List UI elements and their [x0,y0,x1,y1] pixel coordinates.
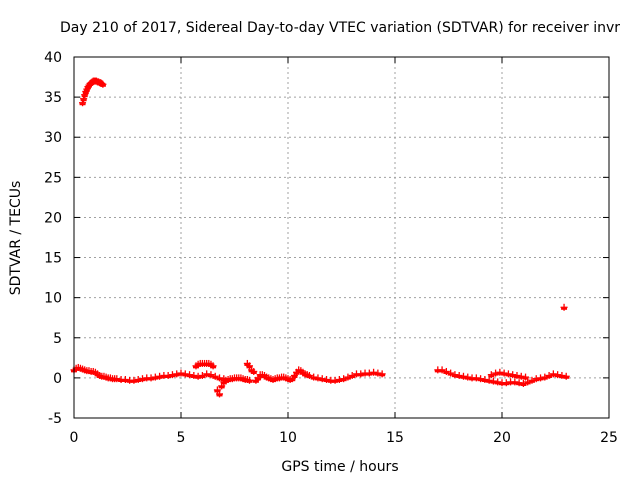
grid-layer [74,57,609,418]
chart-title: Day 210 of 2017, Sidereal Day-to-day VTE… [60,20,620,36]
x-tick-label: 15 [386,430,404,446]
data-point [99,80,107,88]
x-tick-label: 0 [70,430,79,446]
y-axis-label: SDTVAR / TECUs [8,181,24,296]
y-tick-label: 0 [53,371,62,387]
points-layer [70,77,570,398]
x-axis-label: GPS time / hours [281,459,398,475]
data-point [209,362,217,370]
x-tick-label: 20 [493,430,511,446]
y-tick-label: 25 [44,170,62,186]
x-tick-label: 25 [600,430,618,446]
plot-frame [73,56,610,419]
data-point [560,303,568,311]
y-tick-label: -5 [48,411,62,427]
data-point [216,390,224,398]
data-point [378,370,386,378]
y-tick-label: 20 [44,210,62,226]
y-tick-label: 35 [44,90,62,106]
y-tick-label: 30 [44,130,62,146]
ticks-layer: 0 5 10 15 20 25 -5 0 5 10 15 20 25 30 35 40 [44,50,618,446]
data-point [562,372,570,380]
data-point [250,367,258,375]
x-tick-label: 5 [177,430,186,446]
y-tick-label: 15 [44,251,62,267]
x-tick-label: 10 [279,430,297,446]
y-tick-label: 5 [53,331,62,347]
y-tick-label: 10 [44,291,62,307]
data-point [522,373,530,381]
data-point [245,376,253,384]
y-tick-label: 40 [44,50,62,66]
